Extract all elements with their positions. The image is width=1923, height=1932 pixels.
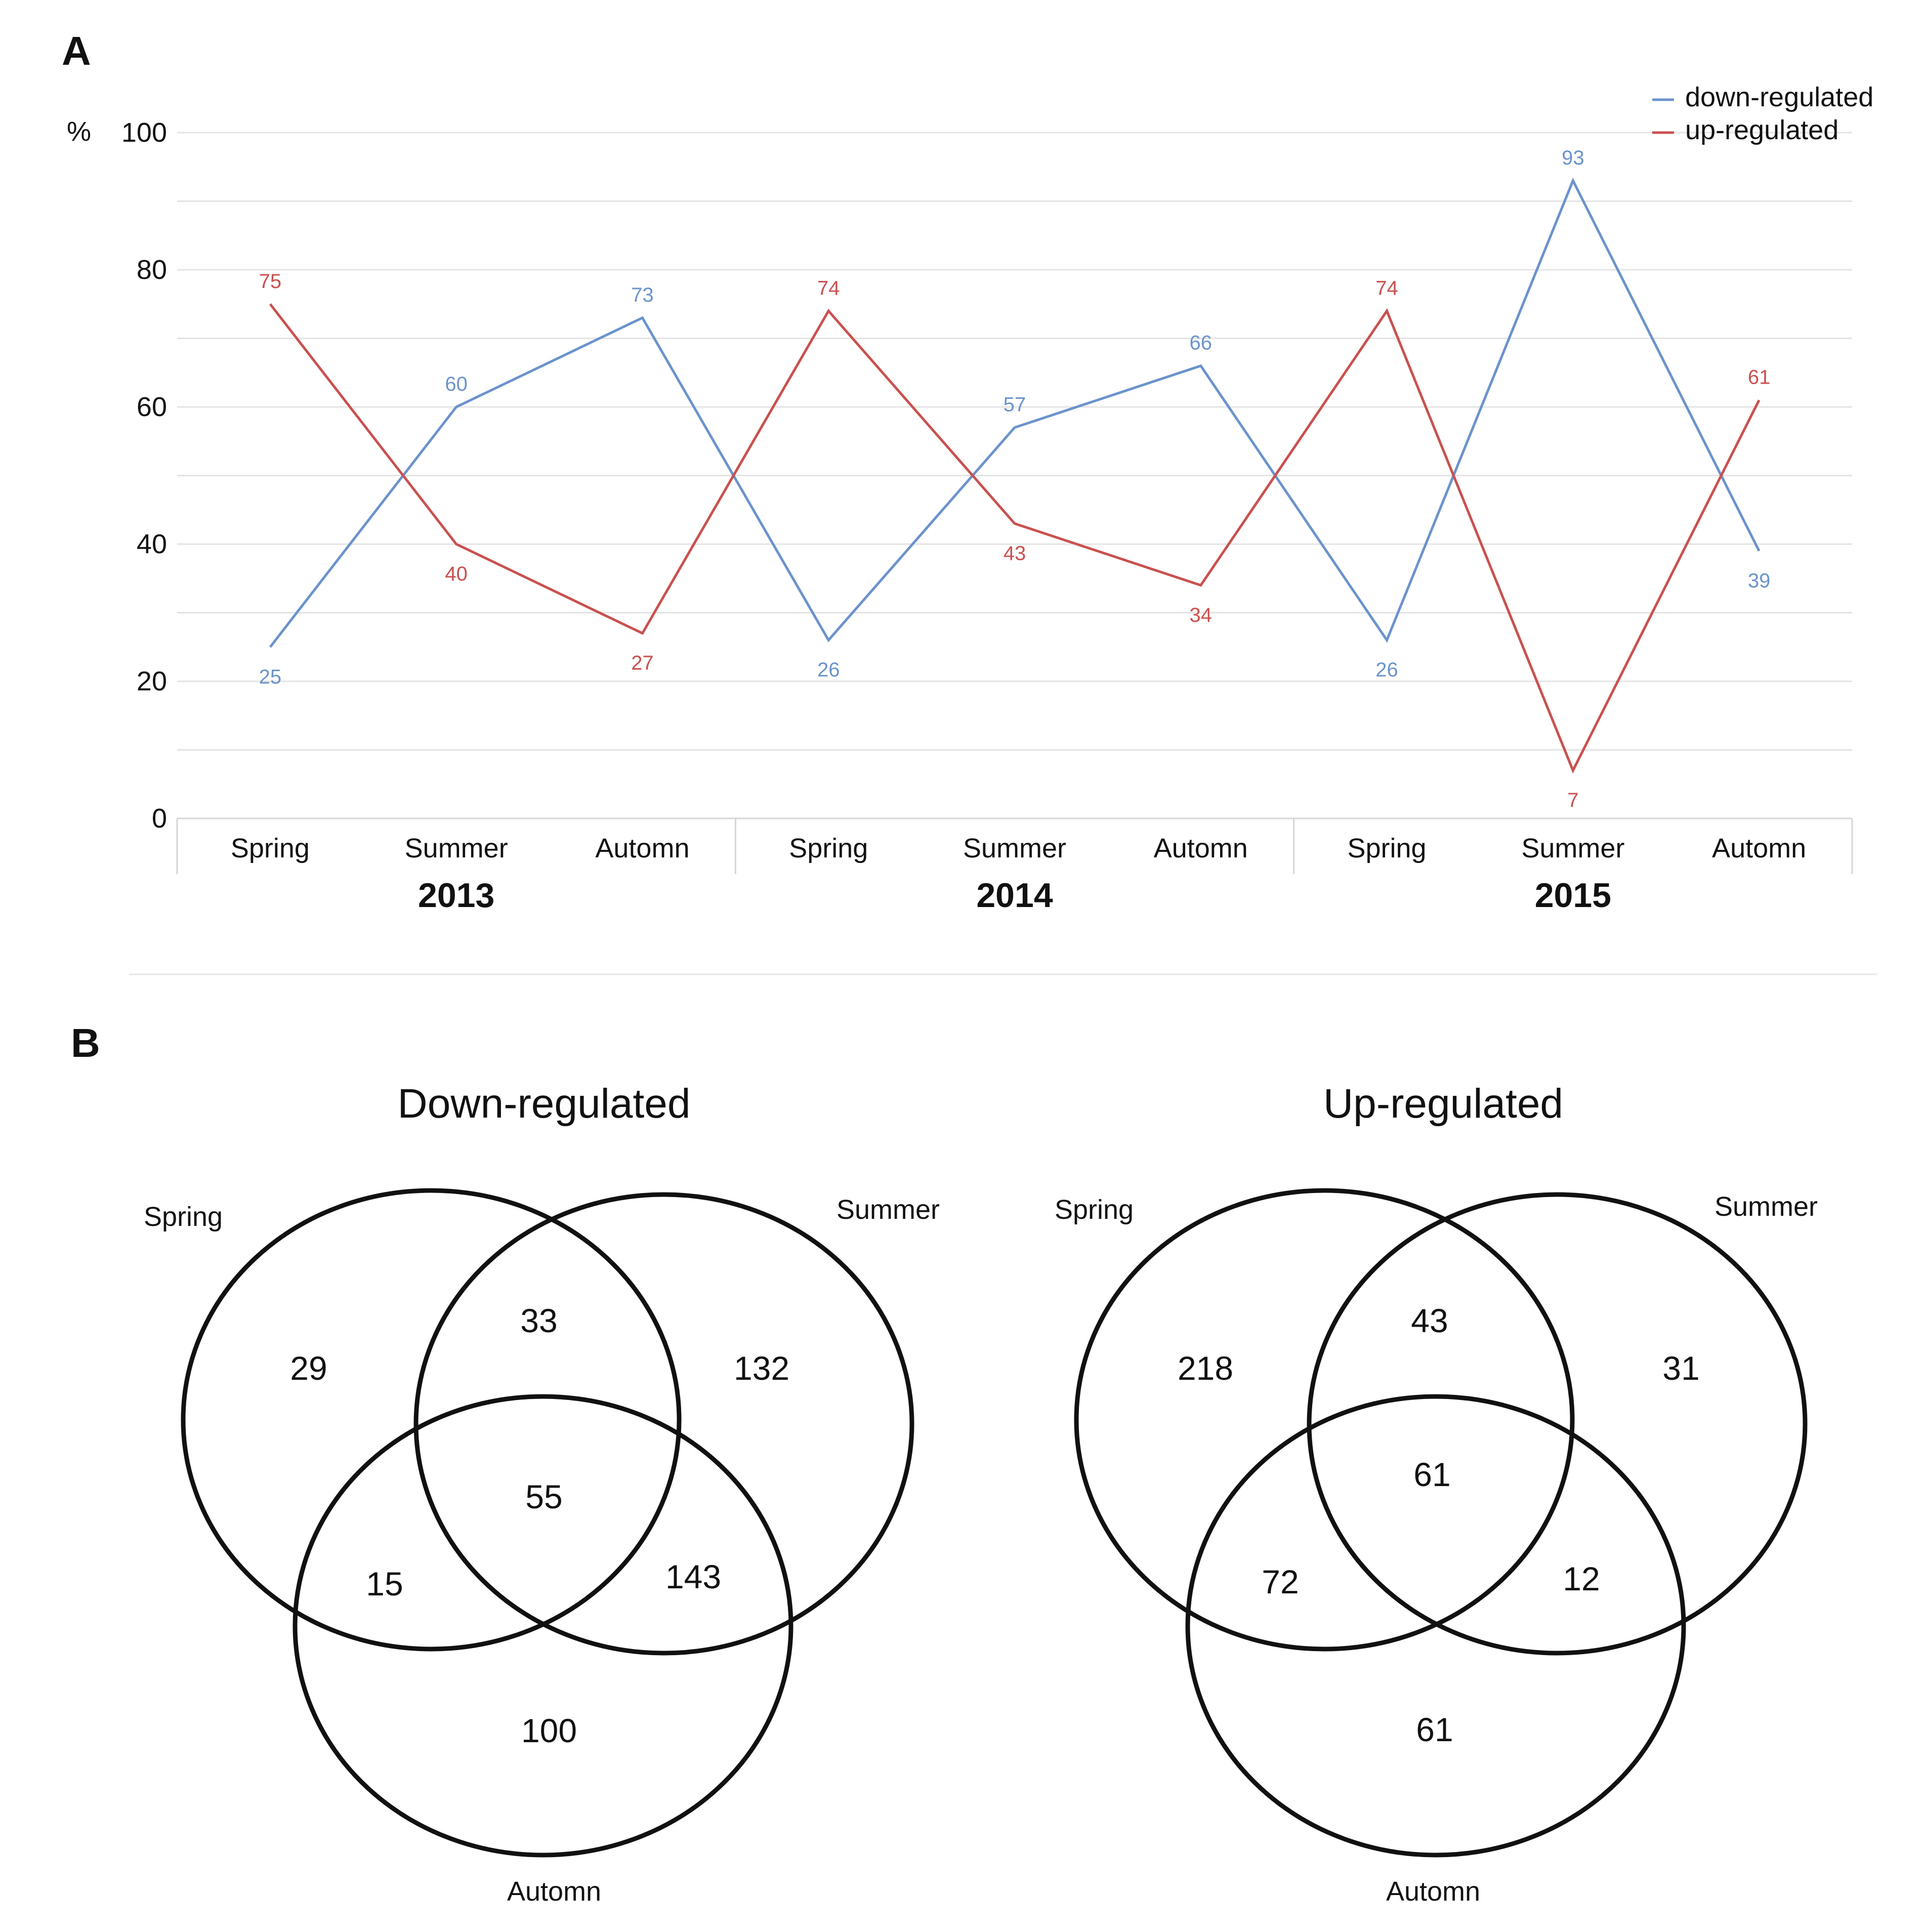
data-label-down: 60 [445, 373, 468, 395]
count-summer-automn-down: 143 [665, 1558, 721, 1595]
data-label-up: 74 [817, 277, 840, 299]
x-year-label: 2013 [418, 876, 494, 915]
data-label-up: 7 [1567, 789, 1578, 811]
series-lines [269, 177, 1761, 774]
venn-title-down: Down-regulated [398, 1081, 691, 1127]
series-line-up-regulated [269, 303, 1761, 774]
set-label-spring-up: Spring [1055, 1195, 1134, 1225]
panel-label-b: B [71, 1020, 100, 1065]
data-label-down: 57 [1004, 394, 1026, 416]
x-tick-label: Summer [405, 833, 508, 864]
y-tick-label: 40 [137, 529, 167, 559]
data-label-down: 73 [631, 284, 654, 306]
set-label-spring-down: Spring [144, 1202, 223, 1232]
y-tick-label: 80 [137, 255, 167, 285]
data-label-up: 43 [1004, 542, 1026, 564]
count-summer-automn-up: 12 [1563, 1560, 1600, 1597]
count-spring-summer-up: 43 [1411, 1302, 1448, 1339]
count-spring-only-down: 29 [290, 1349, 327, 1387]
x-tick-label: Summer [963, 833, 1066, 864]
y-tick-label: 20 [137, 666, 167, 696]
data-labels: 25 75 60 40 73 27 26 74 57 43 66 34 26 74 93 7 39 61 [259, 147, 1771, 811]
data-label-down: 66 [1190, 332, 1213, 354]
data-label-up: 75 [259, 270, 282, 293]
venn-circle-automn-up [1185, 1394, 1686, 1858]
count-spring-automn-up: 72 [1262, 1563, 1299, 1600]
venn-title-up: Up-regulated [1323, 1081, 1563, 1127]
y-tick-label: 100 [121, 117, 167, 148]
venn-diagram-up-regulated: Up-regulated Spring Summer Automn 218 31… [1055, 1081, 1818, 1907]
count-automn-only-up: 61 [1416, 1711, 1453, 1748]
x-tick-label: Spring [789, 833, 868, 864]
y-tick-label: 0 [152, 803, 167, 834]
legend-label-up: up-regulated [1685, 115, 1838, 145]
x-axis: Spring Summer Automn Spring Summer Automn Spri… [176, 817, 1853, 915]
panel-label-a: A [62, 28, 91, 73]
count-automn-only-down: 100 [521, 1712, 577, 1749]
count-spring-automn-down: 15 [366, 1565, 403, 1602]
x-tick-label: Automn [1712, 833, 1806, 864]
set-label-summer-up: Summer [1715, 1191, 1818, 1222]
data-label-up: 74 [1375, 277, 1398, 299]
count-summer-only-down: 132 [734, 1349, 789, 1387]
y-unit-label: % [67, 116, 91, 147]
data-label-up: 27 [631, 652, 654, 674]
x-year-label: 2015 [1535, 876, 1611, 915]
set-label-summer-down: Summer [837, 1195, 940, 1225]
set-label-automn-up: Automn [1386, 1876, 1480, 1907]
venn-circle-summer-up [1307, 1192, 1808, 1656]
legend: down-regulated up-regulated [1652, 82, 1873, 145]
y-axis-ticks: 0 20 40 60 80 100 [121, 117, 167, 834]
venn-diagram-down-regulated: Down-regulated Spring Summer Automn 29 1… [144, 1081, 940, 1907]
data-label-down: 26 [817, 659, 840, 681]
x-tick-label: Automn [595, 833, 689, 864]
x-tick-label: Spring [231, 833, 310, 864]
venn-circle-summer-down [413, 1192, 914, 1656]
x-tick-label: Spring [1348, 833, 1427, 864]
count-summer-only-up: 31 [1662, 1349, 1699, 1387]
x-tick-label: Automn [1154, 833, 1248, 864]
count-spring-summer-down: 33 [520, 1302, 557, 1339]
data-label-up: 40 [445, 563, 468, 585]
set-label-automn-down: Automn [507, 1876, 601, 1907]
data-label-down: 26 [1375, 659, 1398, 681]
series-line-down-regulated [269, 177, 1761, 648]
y-tick-label: 60 [137, 392, 167, 422]
data-label-down: 39 [1748, 570, 1771, 592]
count-spring-only-up: 218 [1178, 1349, 1233, 1387]
count-all-down: 55 [525, 1478, 562, 1515]
data-label-down: 93 [1562, 147, 1584, 169]
data-label-up: 61 [1748, 366, 1771, 388]
x-tick-label: Summer [1521, 833, 1624, 864]
legend-item-down: down-regulated [1652, 82, 1873, 112]
data-label-up: 34 [1190, 604, 1213, 626]
venn-circle-spring-up [1074, 1188, 1575, 1652]
legend-label-down: down-regulated [1685, 82, 1873, 112]
venn-circle-automn-down [292, 1394, 793, 1858]
x-year-label: 2014 [976, 876, 1053, 915]
venn-circle-spring-down [181, 1188, 682, 1652]
count-all-up: 61 [1413, 1456, 1450, 1493]
legend-item-up: up-regulated [1652, 115, 1838, 145]
data-label-down: 25 [259, 666, 282, 688]
